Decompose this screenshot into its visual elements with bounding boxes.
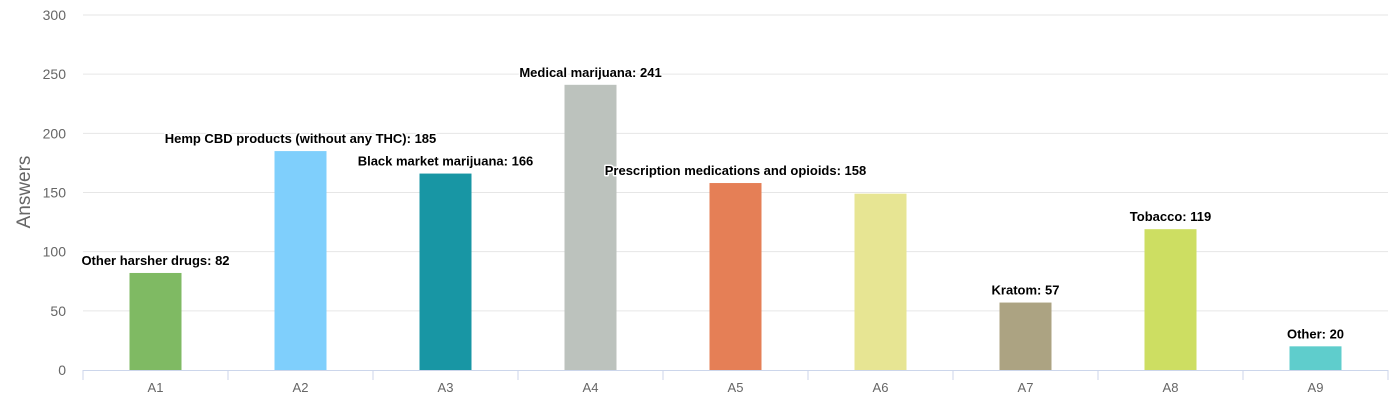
bar-a1 (129, 272, 182, 370)
y-tick-label: 300 (43, 7, 67, 23)
y-tick-label: 100 (43, 244, 67, 260)
bar-a9 (1289, 346, 1342, 370)
bar-a2 (274, 151, 327, 370)
bars (129, 84, 1342, 371)
y-tick-label: 50 (50, 303, 66, 319)
bar-a5 (709, 183, 762, 370)
data-label: Prescription medications and opioids: 15… (605, 163, 867, 178)
data-label: Kratom: 57 (992, 283, 1060, 298)
data-label: Hemp CBD products (without any THC): 185 (165, 131, 437, 146)
bar-a7 (999, 302, 1052, 370)
bar-a4 (564, 84, 617, 371)
x-axis (82, 370, 1389, 380)
data-label: Other harsher drugs: 82 (81, 253, 229, 268)
data-label: Tobacco: 119 (1130, 209, 1211, 224)
data-labels: Other harsher drugs: 82 Hemp CBD products… (80, 63, 1346, 343)
y-axis-ticks: 0 50 100 150 200 250 300 (43, 7, 67, 378)
x-tick-label: A3 (438, 380, 454, 395)
x-tick-label: A4 (583, 380, 599, 395)
x-tick-label: A6 (873, 380, 889, 395)
data-label: Other: 20 (1287, 326, 1344, 341)
x-tick-label: A1 (148, 380, 164, 395)
bar-a3 (419, 173, 472, 370)
x-tick-label: A2 (293, 380, 309, 395)
x-tick-label: A7 (1018, 380, 1034, 395)
bar-a6 (854, 193, 907, 370)
y-tick-label: 200 (43, 125, 67, 141)
x-axis-ticks: A1 A2 A3 A4 A5 A6 A7 A8 A9 (148, 380, 1324, 395)
y-tick-label: 250 (43, 66, 67, 82)
x-tick-label: A8 (1163, 380, 1179, 395)
y-tick-label: 0 (58, 362, 66, 378)
data-label: Medical marijuana: 241 (519, 65, 661, 80)
y-axis-label: Answers (14, 156, 35, 229)
data-label: Black market marijuana: 166 (358, 154, 534, 169)
x-tick-label: A5 (728, 380, 744, 395)
bar-a8 (1144, 229, 1197, 370)
y-tick-label: 150 (43, 185, 67, 201)
x-tick-label: A9 (1308, 380, 1324, 395)
